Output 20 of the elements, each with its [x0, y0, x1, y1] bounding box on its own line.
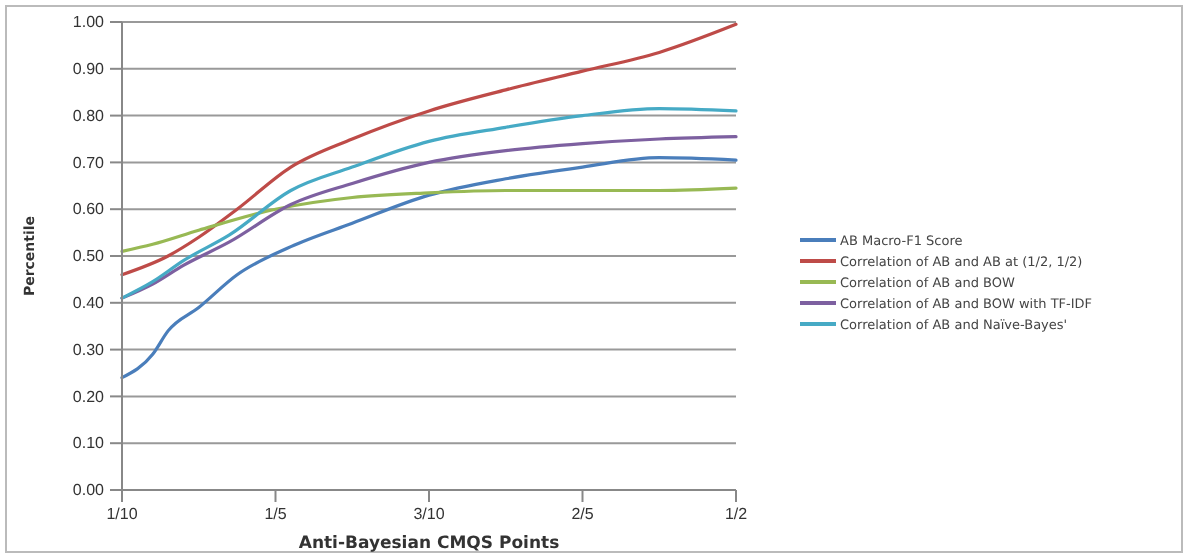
- x-axis-title: Anti-Bayesian CMQS Points: [298, 534, 560, 554]
- x-tick-label: 1/5: [264, 505, 288, 524]
- x-tick-label: 1/2: [724, 505, 749, 524]
- y-tick-label: 0.80: [72, 106, 106, 125]
- line-series: [120, 156, 738, 380]
- y-tick-label: 0.40: [72, 293, 106, 312]
- line-series: [120, 22, 738, 277]
- y-tick-label: 0.30: [72, 340, 106, 359]
- line-series: [120, 186, 738, 253]
- y-tick-label: 0.20: [72, 387, 106, 406]
- y-tick-label: 0.00: [72, 481, 106, 500]
- x-tick-label: 1/10: [106, 505, 139, 524]
- y-tick-label: 0.70: [72, 153, 106, 172]
- y-tick-label: 1.00: [72, 13, 106, 32]
- y-tick-label: 0.10: [72, 434, 106, 453]
- y-tick-label: 0.90: [72, 59, 106, 78]
- y-tick-label: 0.60: [72, 200, 106, 219]
- x-tick-label: 3/10: [413, 505, 446, 524]
- y-tick-label: 0.50: [72, 247, 106, 266]
- x-tick-label: 2/5: [571, 505, 595, 524]
